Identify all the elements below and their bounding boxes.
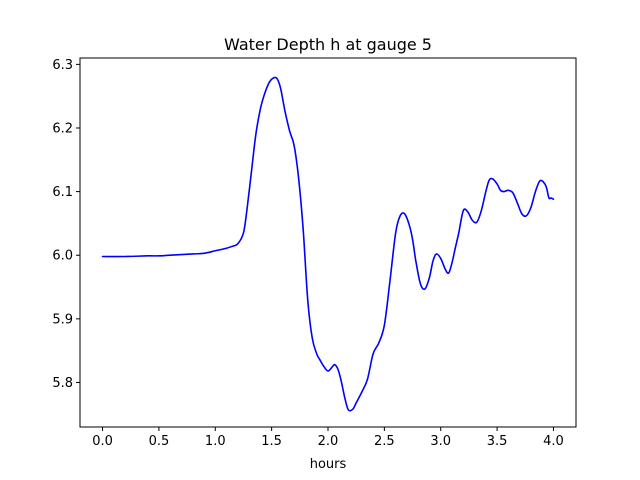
y-tick-label: 6.3 (52, 58, 73, 73)
y-tick-label: 6.0 (52, 249, 73, 264)
x-tick-label: 2.5 (374, 434, 395, 449)
x-tick-label: 3.0 (430, 434, 451, 449)
x-tick-label: 3.5 (487, 434, 508, 449)
x-tick-label: 0.5 (149, 434, 170, 449)
series-line-0 (101, 76, 555, 412)
x-axis-ticks: 0.0 0.5 1.0 1.5 2.0 2.5 3.0 3.5 4.0 (92, 427, 564, 449)
x-tick-label: 2.0 (318, 434, 339, 449)
y-tick-label: 6.1 (52, 185, 73, 200)
y-tick-label: 5.8 (52, 376, 73, 391)
y-axis-ticks: 5.8 5.9 6.0 6.1 6.2 6.3 (52, 58, 80, 391)
plot-series-layer (101, 76, 555, 412)
y-tick-label: 6.2 (52, 121, 73, 136)
x-tick-label: 4.0 (543, 434, 564, 449)
x-tick-label: 0.0 (92, 434, 113, 449)
y-tick-label: 5.9 (52, 312, 73, 327)
chart-title: Water Depth h at gauge 5 (224, 35, 432, 54)
x-axis-label: hours (310, 457, 347, 472)
x-tick-label: 1.5 (261, 434, 282, 449)
x-tick-label: 1.0 (205, 434, 226, 449)
